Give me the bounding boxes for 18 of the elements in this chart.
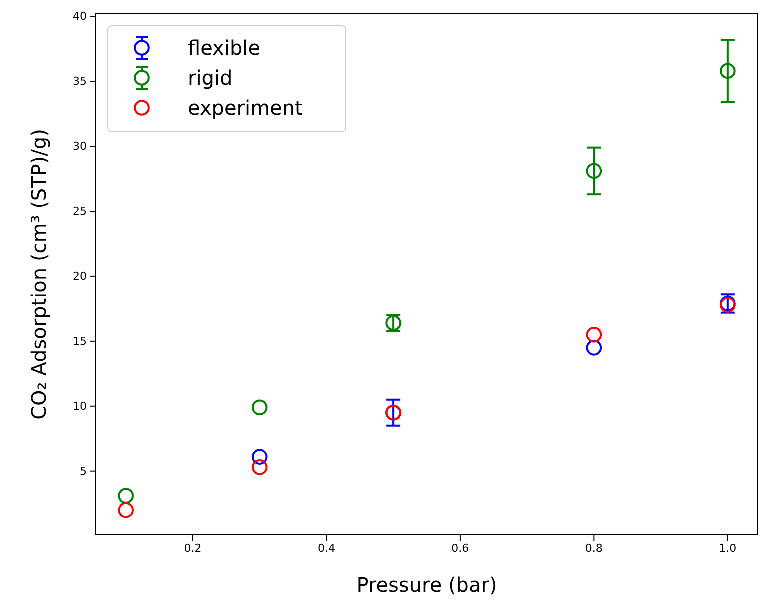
y-tick-label: 30: [73, 140, 87, 154]
y-tick-label: 5: [80, 464, 87, 478]
legend-label: rigid: [188, 66, 233, 90]
y-tick-label: 25: [73, 205, 87, 218]
y-tick-label: 35: [73, 75, 87, 88]
legend-label: flexible: [188, 36, 260, 60]
x-tick-label: 0.8: [585, 542, 603, 555]
y-axis-title: CO₂ Adsorption (cm³ (STP)/g): [27, 129, 51, 420]
x-tick-label: 1.0: [719, 542, 737, 555]
y-tick-label: 40: [73, 10, 87, 24]
legend-label: experiment: [188, 96, 304, 120]
x-tick-label: 0.2: [184, 542, 202, 555]
x-tick-label: 0.4: [318, 542, 336, 555]
y-tick-label: 15: [73, 334, 87, 348]
x-axis-title: Pressure (bar): [356, 573, 498, 597]
y-tick-label: 20: [73, 270, 87, 283]
x-tick-label: 0.6: [452, 542, 470, 555]
y-tick-label: 10: [73, 400, 87, 413]
